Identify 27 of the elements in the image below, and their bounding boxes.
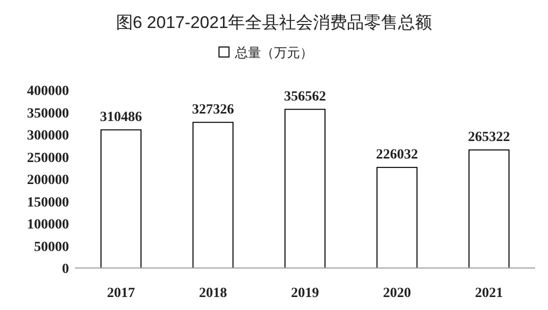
x-tick-label: 2019: [291, 286, 319, 301]
y-tick-label: 100000: [27, 218, 69, 232]
y-tick-label: 150000: [27, 195, 69, 210]
chart-title: 图6 2017-2021年全县社会消费品零售总额: [116, 13, 432, 32]
y-tick-label: 200000: [27, 173, 69, 188]
data-label: 265322: [468, 130, 510, 145]
legend-label: 总量（万元）: [234, 45, 313, 60]
y-tick-label: 50000: [34, 240, 69, 255]
bar: [468, 149, 510, 268]
legend: 总量（万元）: [218, 45, 313, 60]
x-tick-label: 2020: [383, 286, 411, 301]
data-label: 327326: [192, 102, 234, 118]
y-tick-label: 300000: [27, 128, 69, 144]
data-label: 310486: [100, 110, 142, 125]
y-tick-label: 400000: [27, 84, 69, 99]
x-tick-label: 2017: [107, 286, 135, 301]
y-tick-label: 250000: [27, 150, 69, 166]
bar: [284, 108, 326, 268]
bar: [192, 122, 234, 268]
data-label: 226032: [376, 147, 418, 162]
data-label: 356562: [284, 89, 326, 104]
y-tick-label: 350000: [27, 106, 69, 122]
x-tick-label: 2021: [475, 286, 503, 301]
bar: [376, 166, 418, 268]
y-tick-label: 0: [62, 262, 69, 277]
x-tick-label: 2018: [199, 286, 227, 301]
bar: [100, 129, 142, 268]
